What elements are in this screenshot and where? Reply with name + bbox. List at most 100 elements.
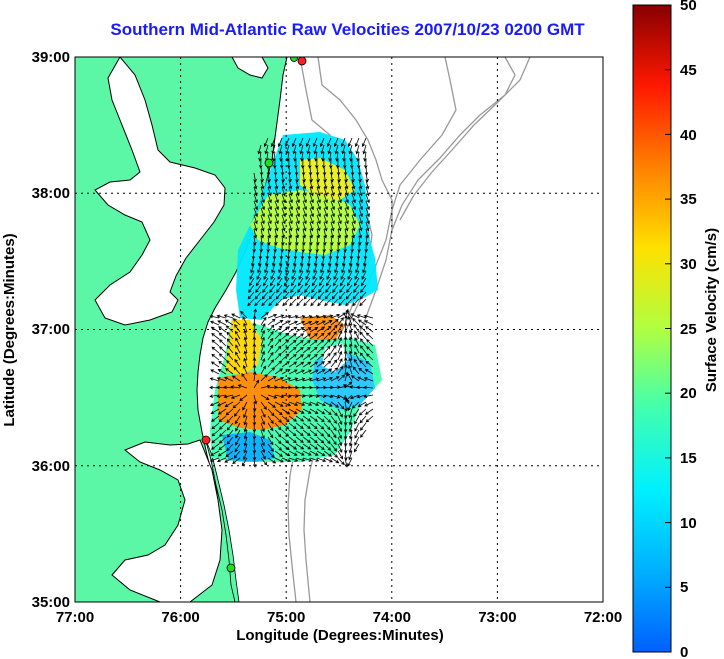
velocity-arrow <box>248 277 255 287</box>
velocity-arrow <box>316 314 327 319</box>
barrier-island <box>204 437 240 602</box>
velocity-arrow <box>302 228 307 239</box>
velocity-arrow <box>343 357 348 368</box>
velocity-arrow <box>288 228 293 239</box>
velocity-arrow <box>260 336 265 347</box>
velocity-arrow <box>211 429 220 437</box>
velocity-arrow <box>283 277 290 287</box>
velocity-arrow <box>288 436 297 444</box>
velocity-arrow <box>257 256 262 267</box>
velocity-arrow <box>243 436 248 447</box>
velocity-arrow <box>269 277 276 287</box>
velocity-arrow <box>326 270 332 280</box>
velocity-arrow <box>260 221 265 232</box>
velocity-arrow <box>243 429 248 440</box>
velocity-arrow <box>295 422 304 429</box>
velocity-arrow <box>358 186 363 197</box>
velocity-arrow <box>243 415 248 426</box>
velocity-arrow <box>260 384 271 389</box>
velocity-arrow <box>306 144 311 155</box>
velocity-arrow <box>344 315 348 326</box>
velocity-arrow <box>267 214 272 225</box>
velocity-arrow <box>364 368 374 375</box>
velocity-arrow <box>219 429 227 437</box>
velocity-arrow <box>365 415 374 423</box>
velocity-arrow <box>281 346 290 354</box>
velocity-arrow <box>257 263 262 274</box>
velocity-arrow <box>288 450 298 456</box>
colorbar-tick-label: 10 <box>680 515 697 532</box>
velocity-arrow <box>306 256 311 267</box>
velocity-arrow <box>357 401 367 408</box>
velocity-arrow <box>281 443 290 451</box>
velocity-arrow <box>234 330 241 340</box>
velocity-arrow <box>252 408 257 419</box>
velocity-arrow <box>325 284 332 293</box>
velocity-arrow <box>257 144 262 155</box>
velocity-arrow <box>295 214 300 225</box>
velocity-arrow <box>365 221 370 232</box>
velocity-arrow <box>345 291 353 300</box>
velocity-arrow <box>337 186 342 197</box>
velocity-arrow <box>354 422 360 432</box>
velocity-arrow <box>288 457 299 462</box>
velocity-arrow <box>243 322 248 333</box>
velocity-arrow <box>253 379 260 389</box>
velocity-arrow <box>252 450 257 461</box>
velocity-arrow <box>344 381 353 389</box>
velocity-arrow <box>365 360 374 368</box>
velocity-arrow <box>290 277 297 287</box>
colorbar-tick-label: 30 <box>680 256 697 273</box>
velocity-arrow <box>302 385 313 390</box>
velocity-arrow <box>358 179 363 190</box>
velocity-arrow <box>337 401 345 410</box>
velocity-arrow <box>288 221 293 232</box>
velocity-arrow <box>260 408 266 418</box>
velocity-arrow <box>288 408 298 414</box>
velocity-arrow <box>330 331 337 340</box>
velocity-arrow <box>295 361 305 368</box>
velocity-arrow <box>270 137 276 148</box>
velocity-arrow <box>225 325 234 333</box>
velocity-arrow <box>337 350 343 361</box>
velocity-arrow <box>242 401 248 411</box>
velocity-arrow <box>337 312 347 319</box>
velocity-arrow <box>226 360 234 368</box>
velocity-arrow <box>217 401 227 407</box>
velocity-arrow <box>303 298 311 307</box>
velocity-arrow <box>209 314 220 319</box>
velocity-arrow <box>288 314 299 319</box>
velocity-arrow <box>267 457 277 464</box>
velocity-arrow <box>295 408 305 414</box>
velocity-arrow <box>226 415 234 424</box>
velocity-arrow <box>274 193 279 204</box>
velocity-arrow <box>316 332 325 340</box>
velocity-arrow <box>316 457 327 462</box>
velocity-arrow <box>255 284 262 293</box>
velocity-arrow <box>362 256 367 267</box>
velocity-arrow <box>242 316 248 326</box>
velocity-arrow <box>341 263 346 274</box>
y-axis-label: Latitude (Degrees:Minutes) <box>1 233 18 426</box>
velocity-arrow <box>354 429 360 439</box>
velocity-arrow <box>260 179 265 190</box>
velocity-arrow <box>250 263 255 274</box>
velocity-arrow <box>226 443 234 452</box>
velocity-arrow <box>288 339 297 347</box>
velocity-arrow <box>346 277 353 287</box>
velocity-arrow <box>361 137 367 148</box>
velocity-arrow <box>332 284 339 293</box>
velocity-arrow <box>237 384 248 389</box>
velocity-arrow <box>288 377 299 382</box>
velocity-arrow <box>317 298 325 307</box>
velocity-arrow <box>274 345 282 354</box>
velocity-arrow <box>295 320 306 326</box>
velocity-arrow <box>295 401 306 406</box>
velocity-arrow <box>288 369 298 375</box>
y-tick-label: 38:00 <box>32 185 70 202</box>
velocity-arrow <box>324 298 332 307</box>
velocity-arrow <box>285 263 290 274</box>
velocity-arrow <box>355 256 360 267</box>
velocity-arrow <box>323 450 332 457</box>
velocity-arrow <box>309 333 318 340</box>
